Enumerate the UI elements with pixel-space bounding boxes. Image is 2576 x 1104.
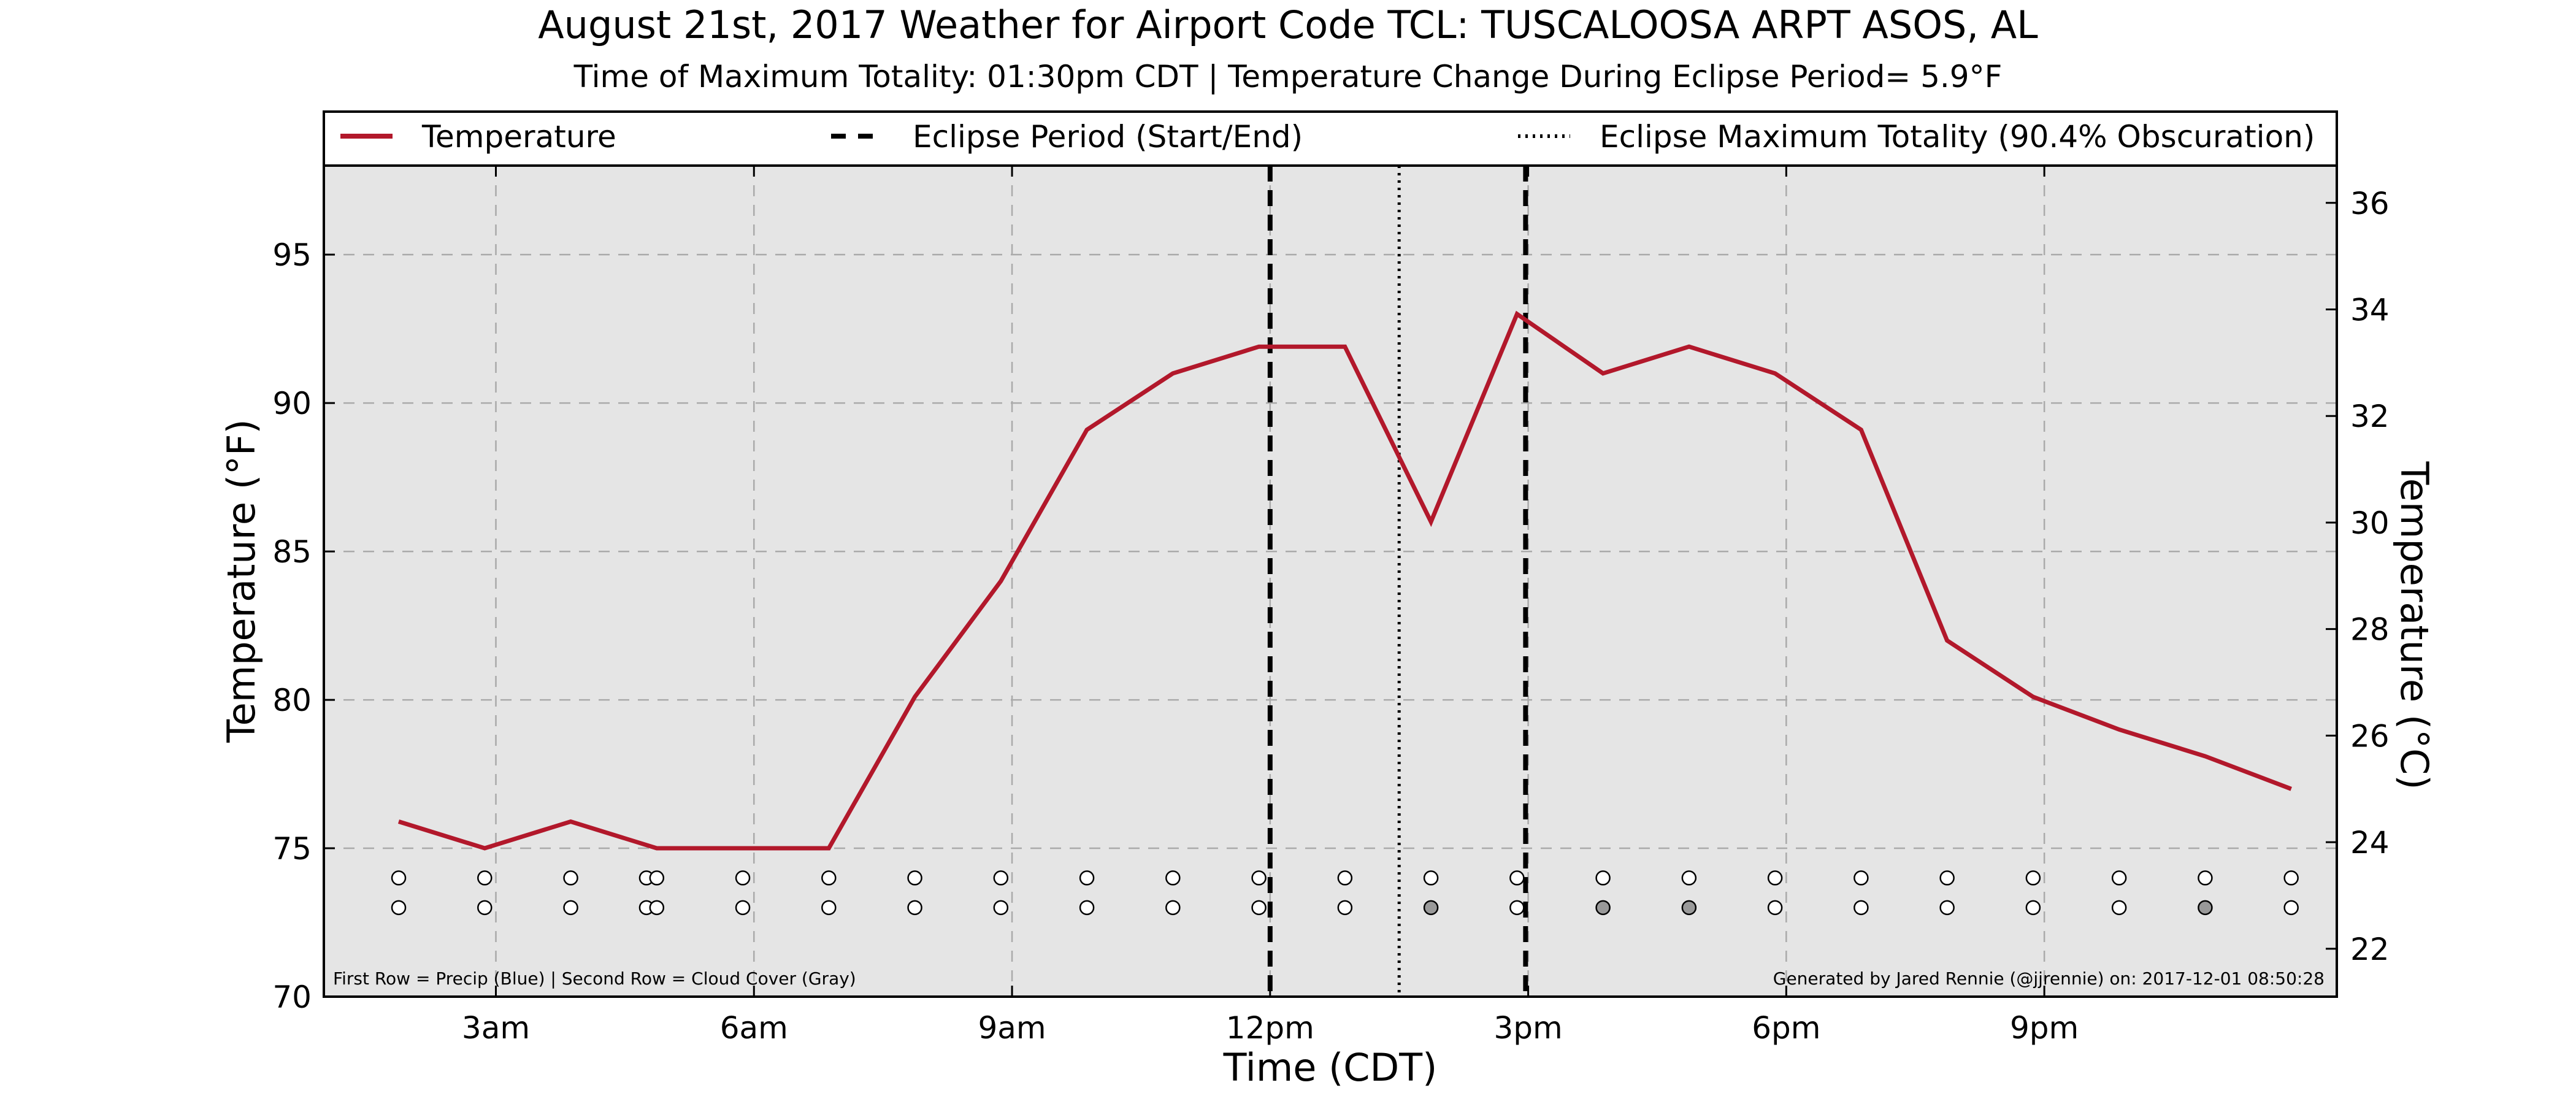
y-right-tick-label: 32 [2350,399,2390,434]
precip-marker [477,870,493,886]
precip-marker [735,870,751,886]
y-right-tick-label: 22 [2350,932,2390,967]
precip-marker [821,870,837,886]
y-right-tick-label: 34 [2350,293,2390,328]
precip-marker [993,870,1009,886]
legend-box [323,110,2338,167]
cloud-marker [649,900,665,916]
temperature-line [397,310,2292,851]
precip-marker [907,870,922,886]
cloud-marker [1079,900,1095,916]
cloud-marker [1939,900,1955,916]
y-right-tick-label: 36 [2350,186,2390,221]
y-axis-label-left: Temperature (°F) [219,419,264,743]
precip-marker [1767,870,1783,886]
y-tick-label: 80 [272,683,312,718]
cloud-marker [735,900,751,916]
precip-marker [1853,870,1869,886]
x-tick-label: 3am [462,1010,530,1046]
cloud-marker [1767,900,1783,916]
precip-marker [1681,870,1697,886]
y-tick-label: 90 [272,386,312,421]
y-axis-ticks-right: 22 24 26 28 30 32 34 36 [2326,186,2390,967]
y-tick-label: 85 [272,534,312,570]
precip-marker [563,870,578,886]
precip-marker [2198,870,2213,886]
y-tick-label: 75 [272,831,312,867]
precip-marker [649,870,665,886]
precip-marker [1595,870,1611,886]
chart-title: August 21st, 2017 Weather for Airport Co… [538,2,2038,47]
x-tick-label: 9pm [2010,1010,2079,1046]
eclipse-lines [1267,166,1528,997]
precip-marker [391,870,407,886]
precip-marker [1337,870,1353,886]
legend-label-eclipse-max: Eclipse Maximum Totality (90.4% Obscurat… [1600,119,2315,155]
y-right-tick-label: 30 [2350,505,2390,541]
cloud-marker [2025,900,2041,916]
x-tick-label: 6am [720,1010,788,1046]
y-right-tick-label: 24 [2350,825,2390,861]
x-tick-label: 6pm [1752,1010,1820,1046]
cloud-marker [1251,900,1267,916]
temperature-series [397,310,2292,851]
cloud-marker [2111,900,2127,916]
cloud-marker [477,900,493,916]
cloud-marker [1595,900,1611,916]
precip-marker [1939,870,1955,886]
cloud-marker [563,900,578,916]
plot-area [324,166,2337,997]
x-axis-ticks: 3am 6am 9am 12pm 3pm 6pm 9pm [462,166,2079,1046]
annotation-right: Generated by Jared Rennie (@jjrennie) on… [1773,968,2325,989]
y-right-tick-label: 26 [2350,718,2390,754]
cloud-marker [1423,900,1439,916]
x-axis-label: Time (CDT) [1223,1045,1438,1090]
precip-marker [2025,870,2041,886]
precip-marker [1079,870,1095,886]
legend: Temperature Eclipse Period (Start/End) E… [323,110,2338,167]
x-tick-label: 12pm [1226,1010,1314,1046]
legend-label-temperature: Temperature [421,119,616,155]
cloud-marker [1853,900,1869,916]
precip-marker [1423,870,1439,886]
x-tick-label: 9am [978,1010,1046,1046]
cloud-marker [1337,900,1353,916]
precip-marker [1165,870,1181,886]
legend-label-eclipse-period: Eclipse Period (Start/End) [913,119,1303,155]
cloud-marker [2283,900,2299,916]
y-right-tick-label: 28 [2350,612,2390,648]
cloud-marker [2198,900,2213,916]
cloud-marker [821,900,837,916]
cloud-marker [1509,900,1525,916]
precip-marker [1251,870,1267,886]
cloud-marker [391,900,407,916]
chart-subtitle: Time of Maximum Totality: 01:30pm CDT | … [573,59,2003,94]
cloud-marker [907,900,922,916]
precip-marker [2283,870,2299,886]
cloud-marker [1165,900,1181,916]
x-tick-label: 3pm [1493,1010,1562,1046]
condition-markers [391,870,2299,916]
y-axis-ticks-left: 70 75 80 85 90 95 [272,237,335,1015]
cloud-marker [993,900,1009,916]
y-tick-label: 95 [272,237,312,273]
annotation-left: First Row = Precip (Blue) | Second Row =… [333,968,856,989]
cloud-marker [1681,900,1697,916]
y-tick-label: 70 [272,979,312,1015]
precip-marker [2111,870,2127,886]
y-axis-label-right: Temperature (°C) [2392,461,2437,789]
precip-marker [1509,870,1525,886]
